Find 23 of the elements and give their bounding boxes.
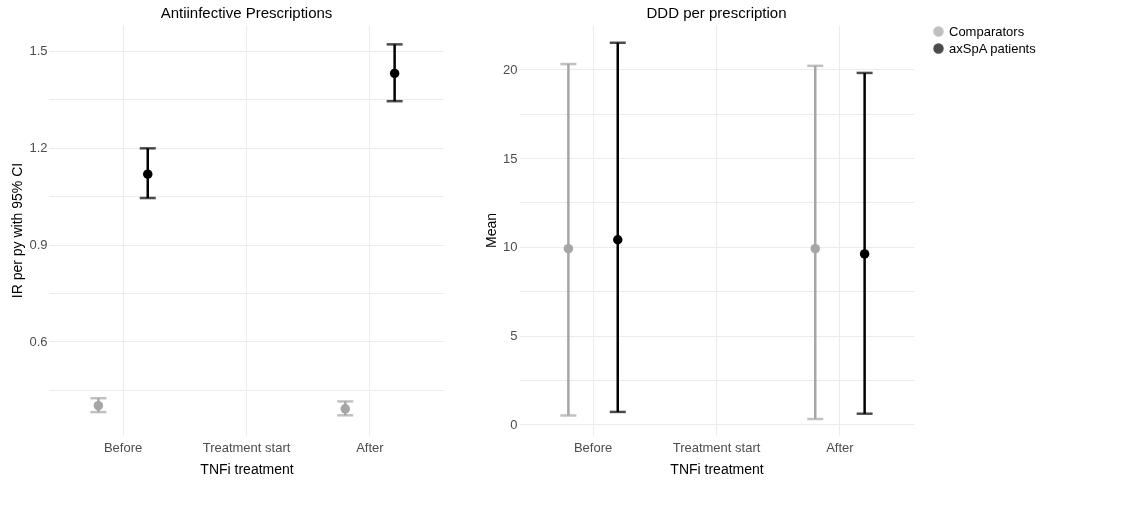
x-axis-title: TNFi treatment <box>670 460 764 477</box>
y-axis-title: Mean <box>483 212 500 249</box>
chart-title: Antiinfective Prescriptions <box>160 4 333 21</box>
y-tick-label: 10 <box>503 239 518 255</box>
legend-label: Comparators <box>949 23 1025 39</box>
y-tick-label: 15 <box>503 150 518 166</box>
y-axis-title: IR per py with 95% CI <box>9 162 26 299</box>
x-axis-title: TNFi treatment <box>200 460 294 477</box>
y-tick-label: 0.6 <box>29 333 48 349</box>
y-tick-label: 20 <box>503 61 518 77</box>
x-tick-label: Before <box>103 439 143 455</box>
chart-title: DDD per prescription <box>646 4 787 21</box>
x-tick-label: Before <box>573 439 613 455</box>
x-tick-label: After <box>356 439 385 455</box>
x-tick-label: After <box>826 439 855 455</box>
y-tick-label: 0.9 <box>29 237 48 253</box>
x-tick-label: Treatment start <box>672 439 761 455</box>
y-tick-label: 1.2 <box>29 140 48 156</box>
y-tick-label: 1.5 <box>29 43 48 59</box>
legend-label: axSpA patients <box>949 40 1037 56</box>
x-tick-label: Treatment start <box>202 439 291 455</box>
y-tick-label: 5 <box>510 328 518 344</box>
y-tick-label: 0 <box>510 416 518 432</box>
